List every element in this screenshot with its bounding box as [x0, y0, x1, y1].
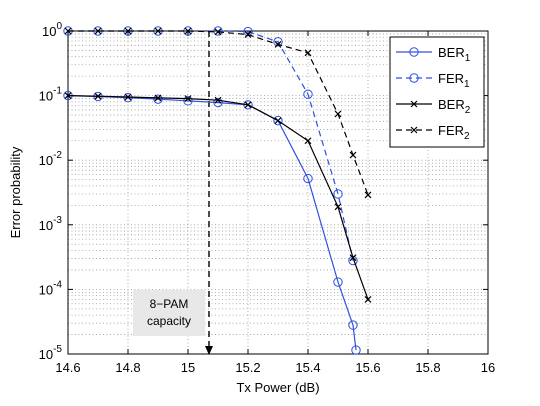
data-point	[183, 96, 193, 106]
data-point	[153, 94, 163, 104]
data-point	[349, 151, 357, 159]
y-tick-label: 10-3	[39, 215, 63, 233]
x-tick-label: 14.6	[55, 360, 80, 375]
x-tick-label: 15	[181, 360, 195, 375]
series-lines	[63, 26, 372, 355]
data-point	[273, 115, 283, 126]
data-point	[184, 95, 192, 102]
capacity-arrow-head	[205, 346, 213, 355]
data-point	[304, 49, 312, 57]
data-point	[214, 96, 222, 104]
data-point	[348, 320, 358, 330]
plot-area	[67, 30, 489, 355]
data-point	[214, 28, 222, 36]
data-point	[304, 137, 312, 145]
x-axis-label: Tx Power (dB)	[236, 380, 319, 395]
data-point	[213, 97, 223, 108]
data-point	[410, 126, 418, 134]
data-point	[349, 254, 357, 262]
data-point	[124, 27, 132, 35]
annotation-text: capacity	[147, 314, 191, 328]
data-point	[94, 92, 102, 100]
legend-item: FER1	[396, 71, 470, 90]
data-point	[244, 101, 252, 109]
legend-label: FER1	[438, 71, 470, 90]
data-point	[303, 173, 313, 184]
y-tick-label: 100	[42, 21, 62, 39]
data-point	[274, 117, 282, 125]
data-point	[244, 31, 252, 39]
x-tick-label: 16	[481, 360, 495, 375]
data-point	[64, 27, 72, 35]
legend-label: FER2	[438, 123, 470, 142]
data-point	[409, 73, 419, 83]
x-tick-label: 15.8	[415, 360, 440, 375]
x-tick-label: 15.4	[295, 360, 320, 375]
data-point	[333, 277, 343, 287]
legend-item: BER2	[396, 97, 471, 116]
y-tick-label: 10-2	[39, 150, 63, 168]
y-axis-label: Error probability	[8, 146, 23, 238]
data-point	[334, 110, 342, 118]
legend-label: BER1	[438, 45, 471, 64]
data-point	[409, 47, 419, 57]
data-point	[243, 100, 253, 110]
data-point	[243, 26, 253, 37]
x-ticks: 14.6 14.8 15 15.2 15.4 15.6 15.8 16	[55, 31, 495, 375]
data-point	[154, 94, 162, 102]
data-point	[124, 93, 132, 101]
data-point	[274, 40, 282, 48]
grid	[67, 31, 489, 354]
data-point	[64, 92, 72, 100]
data-point	[334, 203, 342, 211]
y-tick-label: 10-1	[39, 86, 63, 104]
data-point	[184, 27, 192, 35]
data-point	[364, 191, 372, 199]
annotation-text: 8−PAM	[150, 297, 189, 311]
data-point	[94, 27, 102, 35]
y-tick-label: 10-4	[39, 279, 63, 297]
annotation-box	[133, 290, 205, 336]
series-line	[67, 95, 357, 351]
data-point	[273, 37, 283, 47]
data-point	[154, 27, 162, 35]
x-tick-label: 15.2	[235, 360, 260, 375]
legend-item: BER1	[396, 45, 471, 64]
series-line	[68, 30, 369, 196]
x-tick-label: 14.8	[115, 360, 140, 375]
data-point	[303, 89, 313, 99]
x-tick-label: 15.6	[355, 360, 380, 375]
annotation: 8−PAM capacity	[133, 31, 213, 355]
data-point	[410, 100, 418, 108]
series-fer2	[64, 27, 372, 199]
data-point	[351, 345, 361, 355]
legend-box	[389, 36, 485, 148]
series-ber2	[64, 92, 372, 303]
legend: BER1 FER1 BER2 FER2	[389, 36, 485, 148]
data-point	[213, 26, 223, 36]
legend-label: BER2	[438, 97, 471, 116]
data-point	[364, 295, 372, 303]
legend-item: FER2	[396, 123, 470, 142]
series-line	[67, 95, 369, 300]
data-point	[333, 189, 343, 199]
